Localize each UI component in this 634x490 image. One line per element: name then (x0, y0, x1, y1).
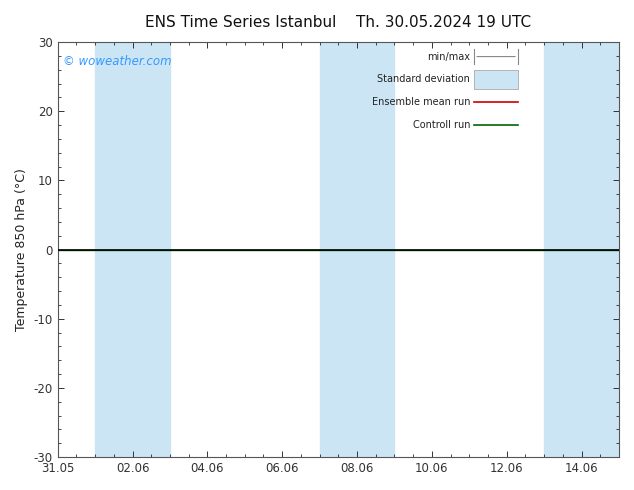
Text: ENS Time Series Istanbul: ENS Time Series Istanbul (145, 15, 337, 30)
Text: Standard deviation: Standard deviation (377, 74, 470, 84)
Text: Controll run: Controll run (413, 120, 470, 130)
Text: Th. 30.05.2024 19 UTC: Th. 30.05.2024 19 UTC (356, 15, 531, 30)
Bar (320, 42, 394, 457)
Text: © woweather.com: © woweather.com (63, 54, 172, 68)
Bar (95, 42, 170, 457)
Text: Ensemble mean run: Ensemble mean run (372, 97, 470, 107)
Bar (544, 42, 619, 457)
Y-axis label: Temperature 850 hPa (°C): Temperature 850 hPa (°C) (15, 168, 28, 331)
Text: min/max: min/max (427, 51, 470, 62)
Bar (474, 70, 518, 89)
